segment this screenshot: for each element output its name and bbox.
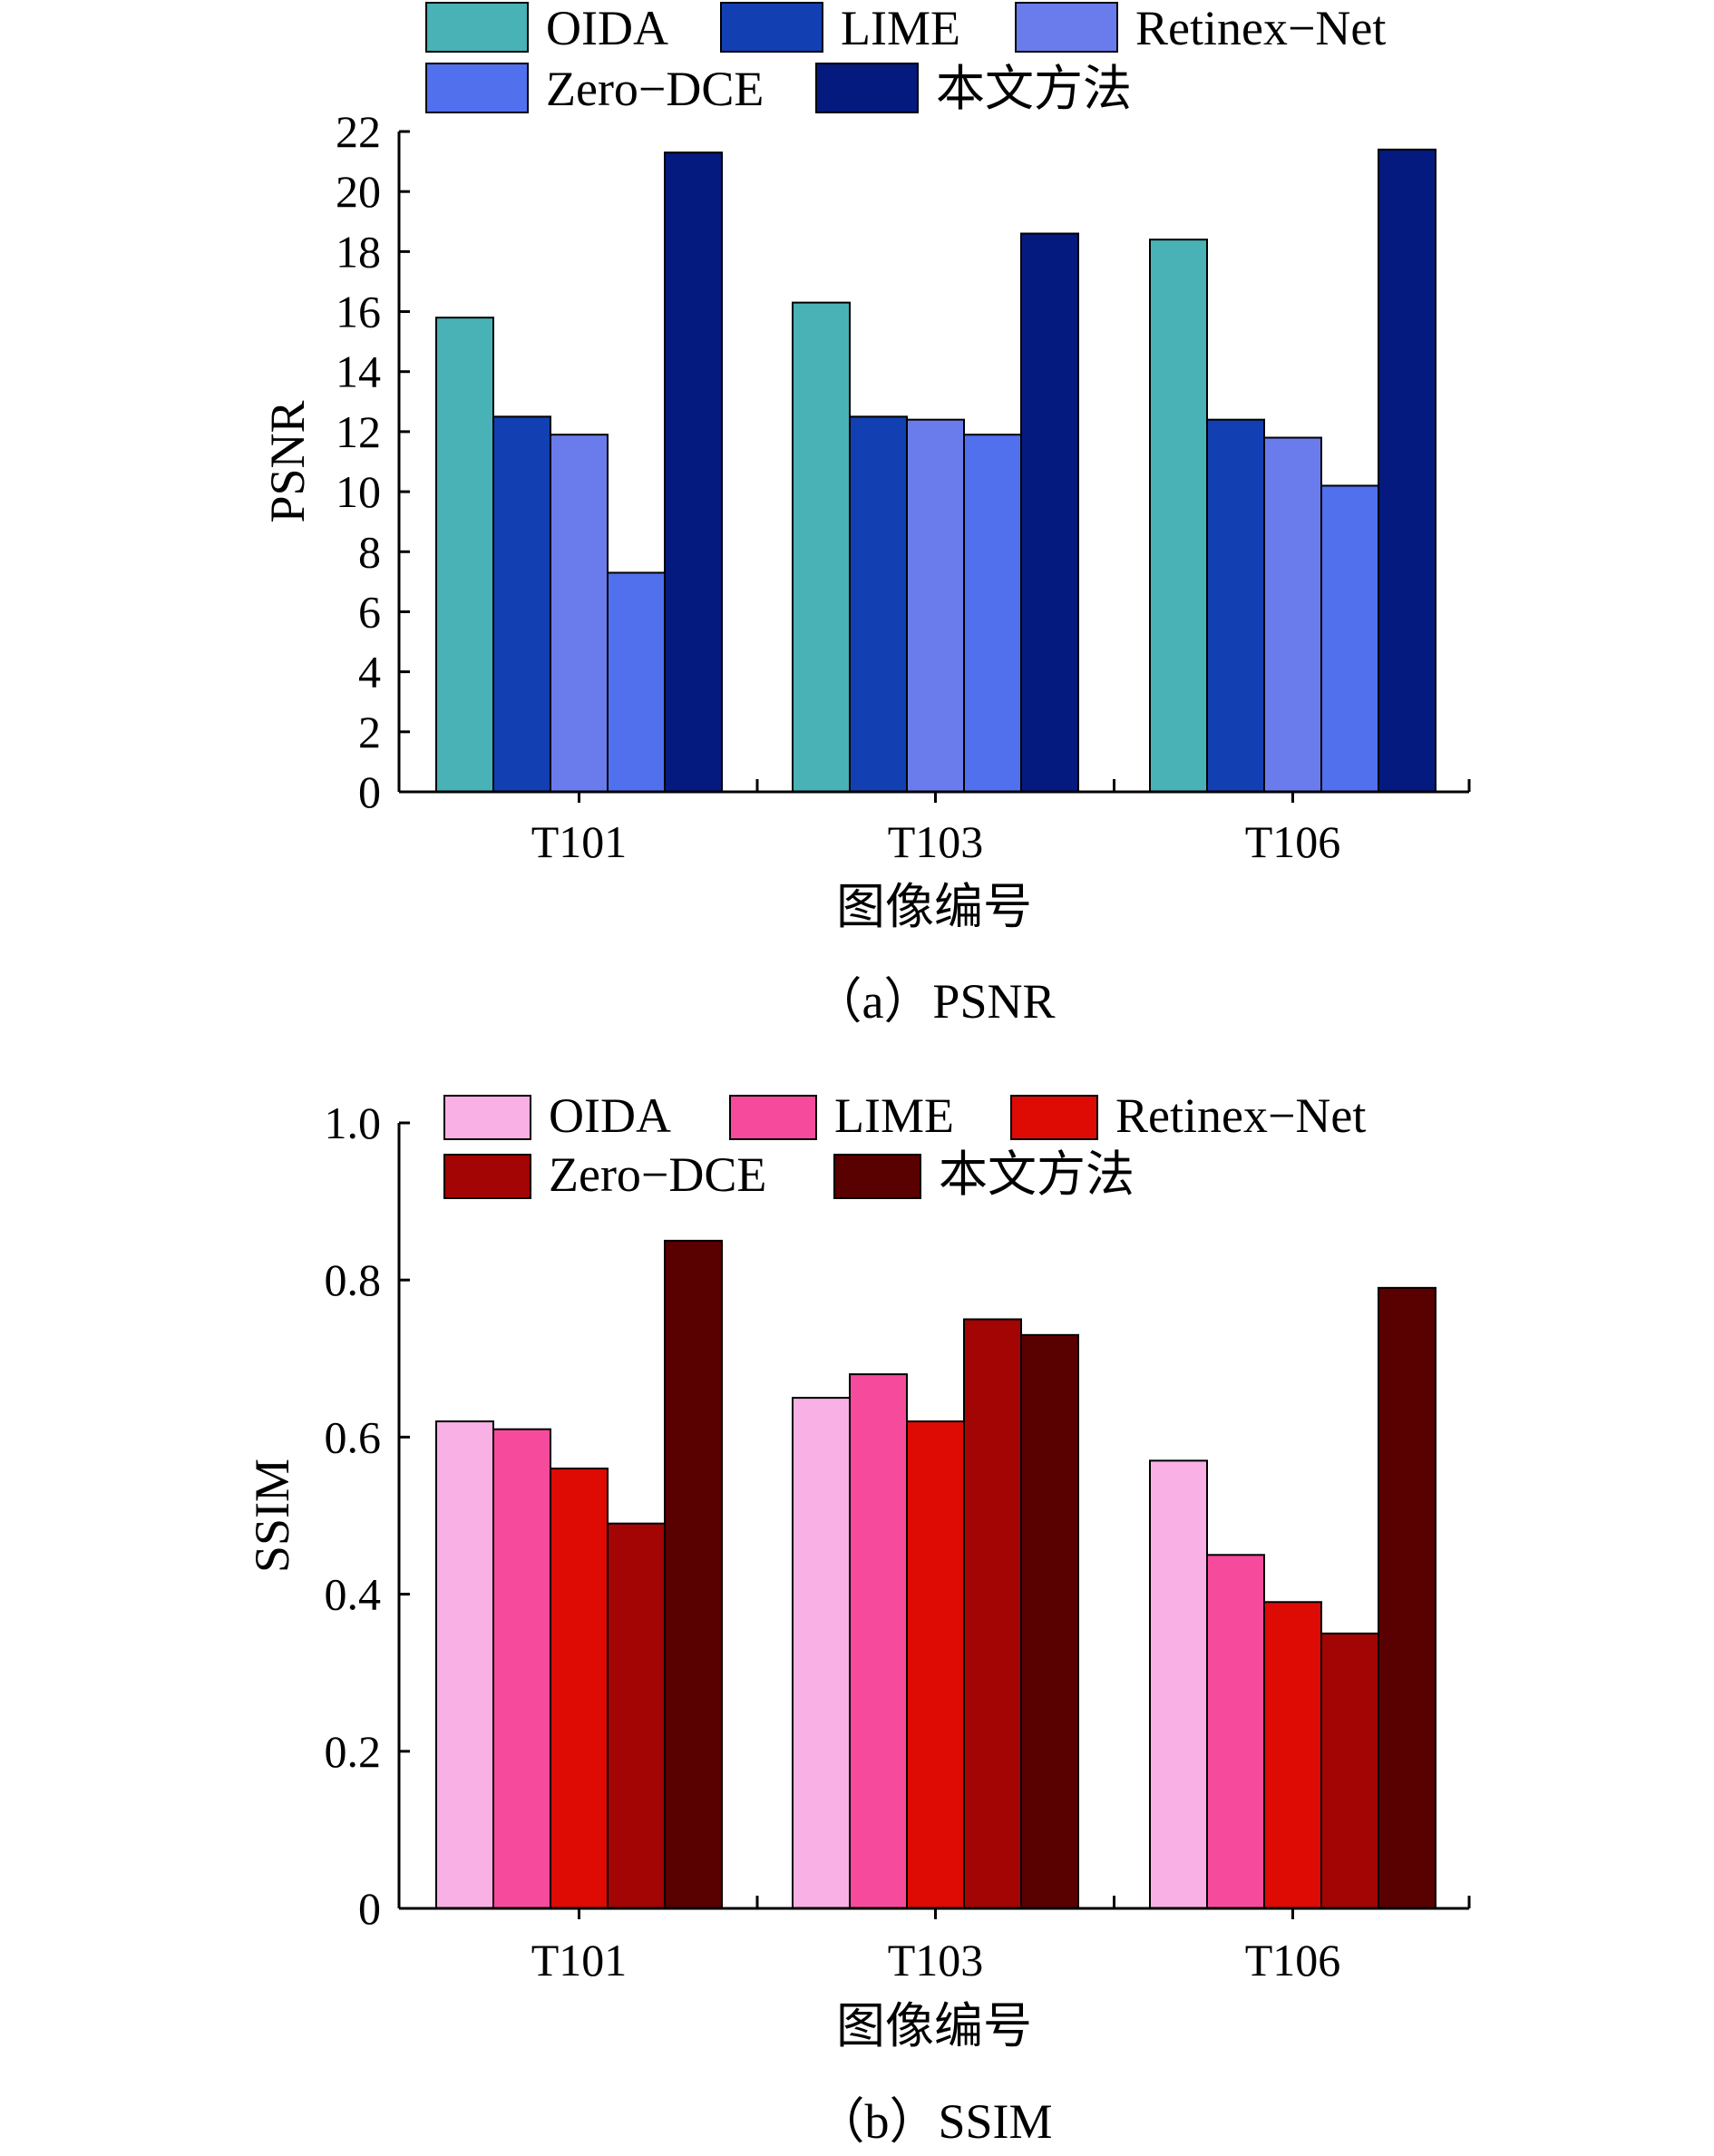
legend-label: LIME <box>841 1 960 55</box>
bar-t103-series-1 <box>849 415 908 793</box>
y-tick-label: 0 <box>358 766 381 817</box>
x-axis-title: 图像编号 <box>836 1999 1032 2054</box>
x-tick-label: T106 <box>1245 1935 1341 1985</box>
y-tick-label: 12 <box>336 406 381 457</box>
bar-t106-series-1 <box>1206 418 1265 793</box>
bar-t101-series-0 <box>435 1420 494 1909</box>
bar-t106-series-0 <box>1149 239 1208 793</box>
y-tick-label: 10 <box>336 466 381 517</box>
x-tick-label: T103 <box>888 816 984 867</box>
figure-caption: （b）SSIM <box>815 2094 1052 2149</box>
bar-t106-series-4 <box>1378 1286 1436 1909</box>
y-tick-label: 14 <box>336 346 381 397</box>
bar-t101-series-4 <box>664 1239 723 1909</box>
legend-swatch <box>833 1154 921 1199</box>
x-tick-label: T101 <box>531 816 628 867</box>
y-axis-title: SSIM <box>245 1458 299 1573</box>
y-tick-label: 2 <box>358 707 381 757</box>
bar-t106-series-1 <box>1206 1554 1265 1910</box>
y-tick-label: 1.0 <box>325 1098 382 1148</box>
bar-t101-series-1 <box>492 1428 551 1909</box>
x-axis-title: 图像编号 <box>836 880 1032 934</box>
legend-label: Retinex−Net <box>1115 1088 1366 1143</box>
legend-swatch <box>1015 2 1118 53</box>
legend-label: LIME <box>834 1088 954 1143</box>
legend-swatch <box>425 63 529 113</box>
bar-t103-series-4 <box>1020 1333 1079 1909</box>
bar-t101-series-0 <box>435 317 494 793</box>
y-tick-label: 0 <box>358 1883 381 1934</box>
bar-t103-series-2 <box>906 418 965 793</box>
y-tick-label: 22 <box>336 106 381 157</box>
figure-caption: （a）PSNR <box>813 974 1055 1029</box>
legend-label: Zero−DCE <box>549 1147 766 1202</box>
legend-swatch <box>443 1154 531 1199</box>
y-tick-label: 18 <box>336 226 381 277</box>
y-tick-label: 16 <box>336 287 381 337</box>
bar-t101-series-2 <box>550 434 609 793</box>
bar-t101-series-3 <box>607 571 666 793</box>
legend-label: Retinex−Net <box>1135 1 1386 55</box>
legend-label: OIDA <box>549 1088 671 1143</box>
legend-swatch <box>425 2 529 53</box>
x-tick-label: T106 <box>1245 816 1341 867</box>
bar-t101-series-2 <box>550 1468 609 1910</box>
bar-t101-series-1 <box>492 415 551 793</box>
legend-label: OIDA <box>546 1 668 55</box>
y-tick-label: 0.4 <box>325 1569 382 1620</box>
legend-label: Zero−DCE <box>546 62 764 116</box>
y-tick-label: 8 <box>358 526 381 577</box>
y-tick-label: 0.8 <box>325 1254 382 1305</box>
x-tick-label: T103 <box>888 1935 984 1985</box>
legend-swatch <box>443 1095 531 1140</box>
bar-t103-series-2 <box>906 1420 965 1909</box>
y-tick-label: 0.2 <box>325 1726 382 1777</box>
bar-t103-series-4 <box>1020 232 1079 793</box>
bar-t106-series-2 <box>1263 1601 1322 1909</box>
bar-t103-series-3 <box>963 1318 1022 1909</box>
legend-label: 本文方法 <box>939 1147 1135 1202</box>
bar-t103-series-0 <box>792 1397 851 1909</box>
legend-swatch <box>1010 1095 1098 1140</box>
legend-swatch <box>815 63 919 113</box>
bar-t103-series-3 <box>963 434 1022 793</box>
bar-t106-series-4 <box>1378 148 1436 793</box>
y-tick-label: 4 <box>358 647 381 698</box>
bar-t103-series-1 <box>849 1373 908 1909</box>
bar-t101-series-4 <box>664 151 723 793</box>
bar-t103-series-0 <box>792 301 851 794</box>
bar-t106-series-3 <box>1320 1632 1379 1910</box>
y-tick-label: 0.6 <box>325 1411 382 1462</box>
legend-swatch <box>729 1095 817 1140</box>
bar-t106-series-3 <box>1320 484 1379 793</box>
y-axis-title: PSNR <box>260 400 315 522</box>
y-tick-label: 20 <box>336 166 381 217</box>
x-tick-label: T101 <box>531 1935 628 1985</box>
legend-label: 本文方法 <box>936 62 1132 116</box>
y-tick-label: 6 <box>358 586 381 637</box>
bar-t106-series-0 <box>1149 1459 1208 1909</box>
legend-swatch <box>720 2 823 53</box>
bar-t106-series-2 <box>1263 436 1322 793</box>
bar-t101-series-3 <box>607 1522 666 1910</box>
